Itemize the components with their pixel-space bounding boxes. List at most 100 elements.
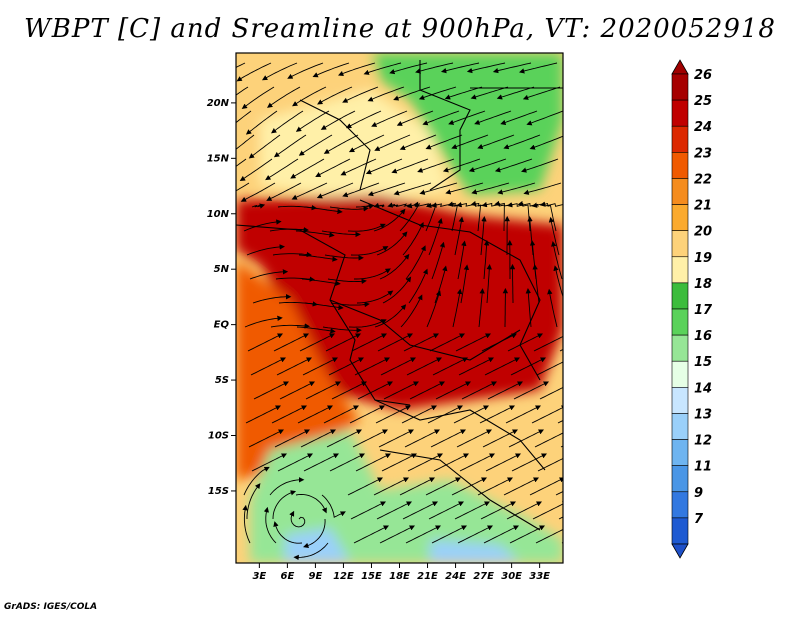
streamline xyxy=(533,333,563,352)
streamline xyxy=(558,516,563,520)
streamline xyxy=(295,493,327,514)
streamline xyxy=(428,501,465,520)
streamline xyxy=(508,429,545,448)
colorbar-label: 14 xyxy=(694,381,712,396)
streamline xyxy=(407,453,444,472)
streamline xyxy=(448,110,486,125)
streamline xyxy=(315,158,351,177)
streamline xyxy=(419,182,458,195)
streamline xyxy=(435,381,472,400)
streamline xyxy=(539,201,557,232)
streamline xyxy=(531,405,563,424)
streamline xyxy=(482,429,519,448)
lon-tick-label: 3E xyxy=(252,571,266,582)
colorbar-label: 19 xyxy=(694,251,712,266)
streamline xyxy=(458,357,495,376)
streamline xyxy=(387,202,411,208)
streamline xyxy=(487,381,524,400)
streamline xyxy=(297,405,334,424)
streamline xyxy=(526,110,563,126)
lat-tick-label: 15N xyxy=(207,153,230,164)
streamline xyxy=(342,182,380,198)
streamline xyxy=(287,62,324,79)
temperature-regions xyxy=(236,53,563,563)
streamline xyxy=(243,466,270,496)
streamline xyxy=(338,62,376,76)
streamline xyxy=(551,241,563,280)
streamline xyxy=(523,182,562,195)
colorbar-label: 9 xyxy=(694,486,703,501)
border-line xyxy=(374,399,546,471)
streamline xyxy=(484,357,521,376)
streamline xyxy=(236,182,250,192)
colorbar-swatch xyxy=(671,256,689,284)
streamline xyxy=(444,86,483,100)
streamline xyxy=(408,268,428,304)
streamline xyxy=(564,455,597,471)
streamline xyxy=(494,158,533,173)
chart-title: WBPT [C] and Sreamline at 900hPa, VT: 20… xyxy=(24,14,776,44)
lat-tick-label: 5S xyxy=(215,375,229,386)
streamline xyxy=(378,429,415,448)
lon-tick-label: 24E xyxy=(445,571,466,582)
streamline xyxy=(251,453,288,472)
streamline xyxy=(431,241,445,280)
streamline xyxy=(323,134,359,154)
lon-tick-label: 30E xyxy=(501,571,522,582)
streamline xyxy=(430,429,467,448)
streamline xyxy=(303,453,340,472)
streamline xyxy=(447,201,458,232)
streamline xyxy=(382,276,412,304)
streamline xyxy=(295,110,330,132)
latitude-axis: 20N 15N 10N 5N EQ 5S 10S 15S xyxy=(207,98,236,497)
streamline xyxy=(271,405,308,424)
streamline xyxy=(323,405,360,424)
streamline xyxy=(454,501,491,520)
streamline xyxy=(246,244,285,256)
colorbar-swatch xyxy=(671,178,689,205)
grads-credit: GrADS: IGES/COLA xyxy=(4,602,98,612)
streamline xyxy=(403,333,440,352)
streamline xyxy=(376,231,408,256)
lat-tick-label: EQ xyxy=(214,320,230,331)
streamline xyxy=(510,357,547,376)
streamline xyxy=(539,387,563,400)
streamline xyxy=(428,217,443,256)
streamline xyxy=(243,219,282,232)
streamline xyxy=(457,240,467,280)
streamline xyxy=(240,182,276,202)
streamline xyxy=(389,62,428,75)
lat-tick-label: 15S xyxy=(208,486,229,497)
streamline xyxy=(513,381,550,400)
streamline xyxy=(367,86,405,102)
streamline xyxy=(455,333,492,352)
streamline xyxy=(355,203,375,210)
lon-tick-label: 12E xyxy=(333,571,354,582)
streamline xyxy=(274,429,311,448)
streamline xyxy=(553,265,563,299)
streamline xyxy=(263,506,277,544)
streamline xyxy=(480,216,487,256)
streamline xyxy=(300,429,337,448)
streamline xyxy=(396,110,434,126)
streamline xyxy=(402,221,424,256)
streamline xyxy=(249,269,289,280)
streamline xyxy=(347,477,384,496)
streamline xyxy=(431,525,468,544)
streamline xyxy=(272,490,297,520)
streamline xyxy=(527,216,534,256)
streamline xyxy=(349,405,386,424)
lon-tick-label: 33E xyxy=(529,571,550,582)
streamline xyxy=(440,62,480,74)
colorbar-swatch xyxy=(671,334,689,362)
streamline xyxy=(265,158,299,181)
border-line xyxy=(379,449,541,531)
field-layer xyxy=(236,53,597,563)
streamline xyxy=(373,208,406,232)
streamline xyxy=(327,278,367,284)
streamline xyxy=(535,528,563,544)
streamline xyxy=(377,333,414,352)
streamline xyxy=(279,381,316,400)
colorbar-label: 25 xyxy=(694,94,712,109)
colorbar-swatch xyxy=(671,73,689,101)
